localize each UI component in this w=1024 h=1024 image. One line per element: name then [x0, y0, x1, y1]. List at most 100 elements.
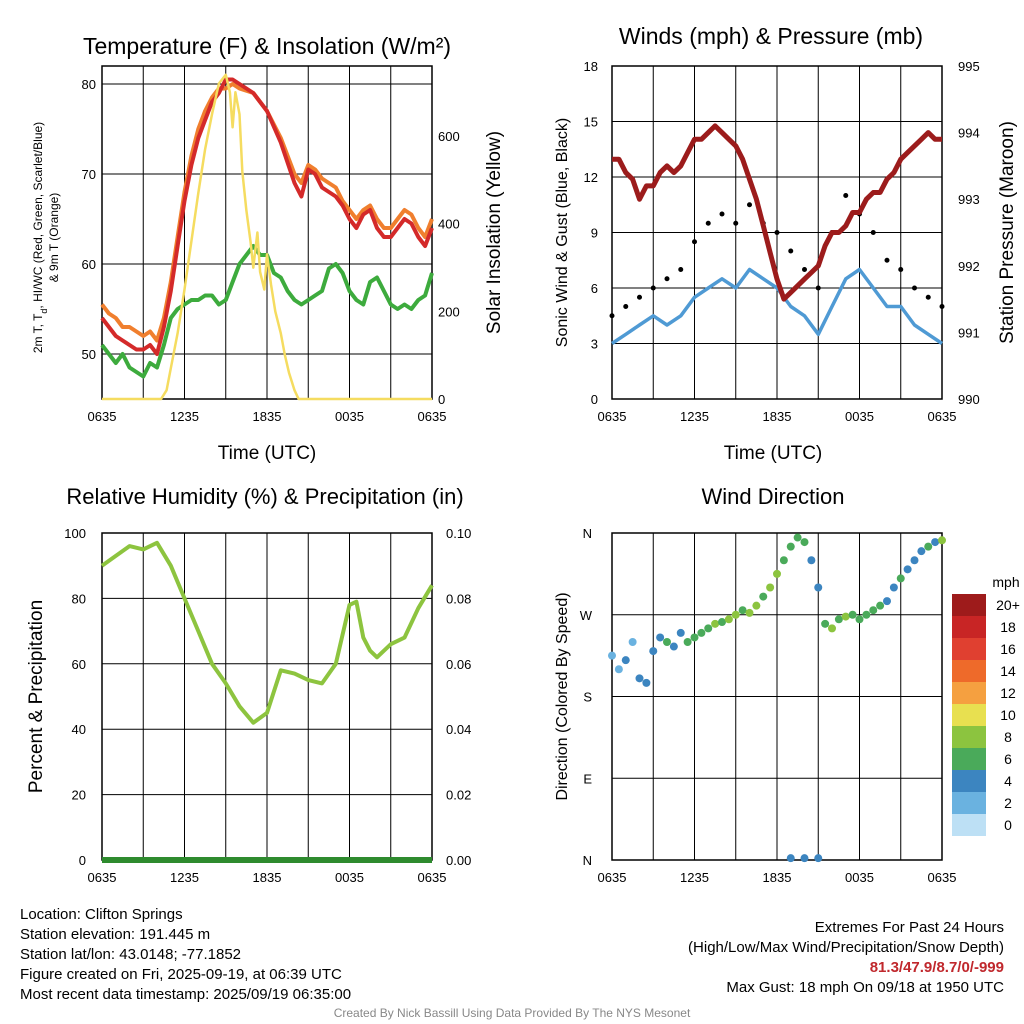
direction-point [608, 651, 616, 660]
legend-label: 14 [1000, 663, 1016, 679]
y-axis-label: Sonic Wind & Gust (Blue, Black) [554, 118, 571, 347]
direction-point [656, 633, 665, 642]
gust-point [637, 294, 642, 300]
legend-swatch [952, 660, 986, 682]
x-tick-label: 1235 [170, 870, 199, 885]
gust-point [774, 230, 780, 235]
gust-point [815, 285, 821, 291]
direction-point [862, 610, 871, 619]
x-axis-label: Time (UTC) [724, 443, 823, 464]
gust-point [705, 220, 711, 226]
direction-point [621, 656, 630, 665]
y-tick-label: W [580, 608, 593, 623]
x-tick-label: 0635 [418, 870, 447, 885]
direction-point [821, 619, 830, 628]
y-tick-label: 70 [82, 167, 96, 182]
series-line-rh [100, 540, 434, 725]
y2-tick-label: 995 [958, 59, 980, 74]
legend-label: 20+ [996, 597, 1020, 613]
direction-point [752, 601, 761, 610]
gust-point [650, 285, 656, 291]
direction-point [635, 674, 644, 683]
y-tick-label: 100 [64, 526, 86, 541]
legend-label: 0 [1004, 817, 1012, 833]
legend-label: 12 [1000, 685, 1016, 701]
x-tick-label: 1235 [680, 409, 709, 424]
gust-point [939, 304, 945, 309]
direction-point [889, 583, 898, 592]
y2-tick-label: 990 [958, 392, 980, 407]
gust-point [719, 211, 725, 217]
y-tick-label: 60 [82, 257, 96, 272]
y-tick-label: 50 [82, 347, 96, 362]
direction-point [910, 556, 919, 565]
y-axis-label-line2: & 9m T (Orange) [47, 193, 61, 283]
x-tick-label: 0035 [845, 409, 874, 424]
y-tick-label: 60 [72, 657, 86, 672]
gust-point [802, 267, 807, 272]
legend-swatch [952, 814, 986, 836]
x-tick-label: 0035 [845, 870, 874, 885]
gust-point [623, 304, 629, 309]
direction-point [683, 638, 692, 646]
y-tick-label: 12 [584, 170, 598, 185]
series-line-pressure [612, 123, 942, 302]
x-tick-label: 0635 [418, 409, 447, 424]
gust-point [898, 267, 904, 272]
direction-point [828, 624, 836, 633]
y2-tick-label: 993 [958, 192, 980, 207]
legend-label: 6 [1004, 751, 1012, 767]
direction-point [931, 538, 940, 547]
direction-point [759, 592, 768, 601]
gust-point [843, 193, 849, 198]
direction-point [917, 547, 926, 556]
gust-point [788, 248, 794, 254]
direction-point [779, 556, 788, 565]
direction-point [731, 610, 740, 619]
gust-point [884, 257, 890, 263]
extremes-info: Extremes For Past 24 Hours (High/Low/Max… [688, 918, 1004, 998]
legend-swatch [952, 594, 986, 616]
y-tick-label: 40 [72, 722, 86, 737]
y-tick-label: 0 [591, 392, 598, 407]
y2-tick-label: 992 [958, 259, 980, 274]
direction-point [814, 854, 823, 863]
legend-label: 10 [1000, 707, 1016, 723]
legend-swatch [952, 748, 986, 770]
y2-tick-label: 0.10 [446, 526, 471, 541]
direction-point [883, 597, 891, 606]
direction-point [786, 854, 795, 863]
y-tick-label: N [583, 526, 592, 541]
direction-point [724, 615, 733, 624]
gust-point [870, 230, 876, 235]
direction-point [800, 538, 809, 547]
direction-point [738, 606, 747, 615]
x-tick-label: 0635 [598, 409, 627, 424]
y-tick-label: 9 [591, 226, 598, 241]
legend-label: 4 [1004, 773, 1012, 789]
direction-point [855, 615, 864, 624]
y-tick-label: E [583, 771, 592, 786]
legend-swatch [952, 704, 986, 726]
direction-point [628, 638, 637, 646]
x-tick-label: 1835 [253, 870, 282, 885]
y2-axis-label: Solar Insolation (Yellow) [484, 131, 505, 334]
y2-axis-label: Station Pressure (Maroon) [997, 121, 1018, 344]
direction-point [807, 556, 816, 565]
y-tick-label: 18 [584, 59, 598, 74]
y-tick-label: 15 [584, 115, 598, 130]
gust-point [733, 220, 739, 226]
x-tick-label: 1235 [170, 409, 199, 424]
direction-point [834, 615, 843, 624]
y2-tick-label: 0.00 [446, 853, 471, 868]
y2-tick-label: 0 [438, 392, 445, 407]
y2-tick-label: 0.08 [446, 591, 471, 606]
direction-point [711, 619, 720, 628]
direction-point [704, 624, 713, 633]
y-tick-label: S [583, 690, 592, 705]
gust-point [925, 294, 931, 300]
x-tick-label: 1835 [763, 870, 792, 885]
x-tick-label: 0635 [598, 870, 627, 885]
x-tick-label: 1835 [253, 409, 282, 424]
